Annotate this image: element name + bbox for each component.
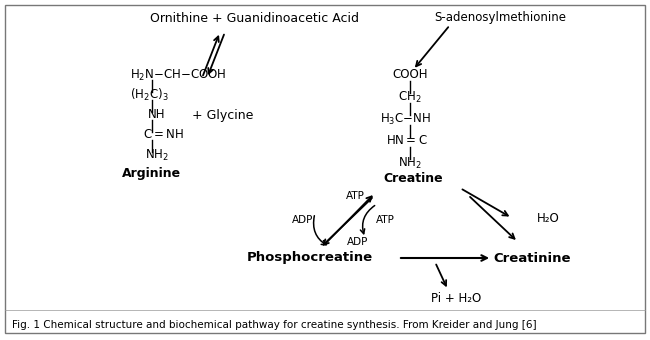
Text: Creatine: Creatine [384,172,443,186]
Text: H₂O: H₂O [537,211,560,224]
Text: Creatinine: Creatinine [493,252,571,265]
Text: Pi + H₂O: Pi + H₂O [431,291,481,305]
Text: Ornithine + Guanidinoacetic Acid: Ornithine + Guanidinoacetic Acid [151,12,359,24]
Text: ADP: ADP [292,215,314,225]
FancyBboxPatch shape [5,5,645,333]
Text: CH$_2$: CH$_2$ [398,89,422,105]
Text: ADP: ADP [347,237,369,247]
Text: H$_3$C$-$NH: H$_3$C$-$NH [380,112,430,126]
Text: ATP: ATP [376,215,395,225]
Text: NH$_2$: NH$_2$ [398,155,422,171]
Text: H$_2$N$-$CH$-$COOH: H$_2$N$-$CH$-$COOH [130,67,226,83]
Text: COOH: COOH [392,68,428,82]
Text: NH: NH [148,108,166,121]
Text: Fig. 1 Chemical structure and biochemical pathway for creatine synthesis. From K: Fig. 1 Chemical structure and biochemica… [12,320,536,330]
Text: + Glycine: + Glycine [192,108,254,121]
Text: C$=$NH: C$=$NH [143,129,184,141]
Text: ATP: ATP [346,191,365,201]
Text: S-adenosylmethionine: S-adenosylmethionine [434,12,566,24]
Text: HN$=$C: HN$=$C [386,135,428,148]
Text: Arginine: Arginine [122,167,181,180]
Text: NH$_2$: NH$_2$ [145,148,169,163]
Text: (H$_2$C)$_3$: (H$_2$C)$_3$ [130,87,168,103]
Text: Phosphocreatine: Phosphocreatine [247,252,373,265]
